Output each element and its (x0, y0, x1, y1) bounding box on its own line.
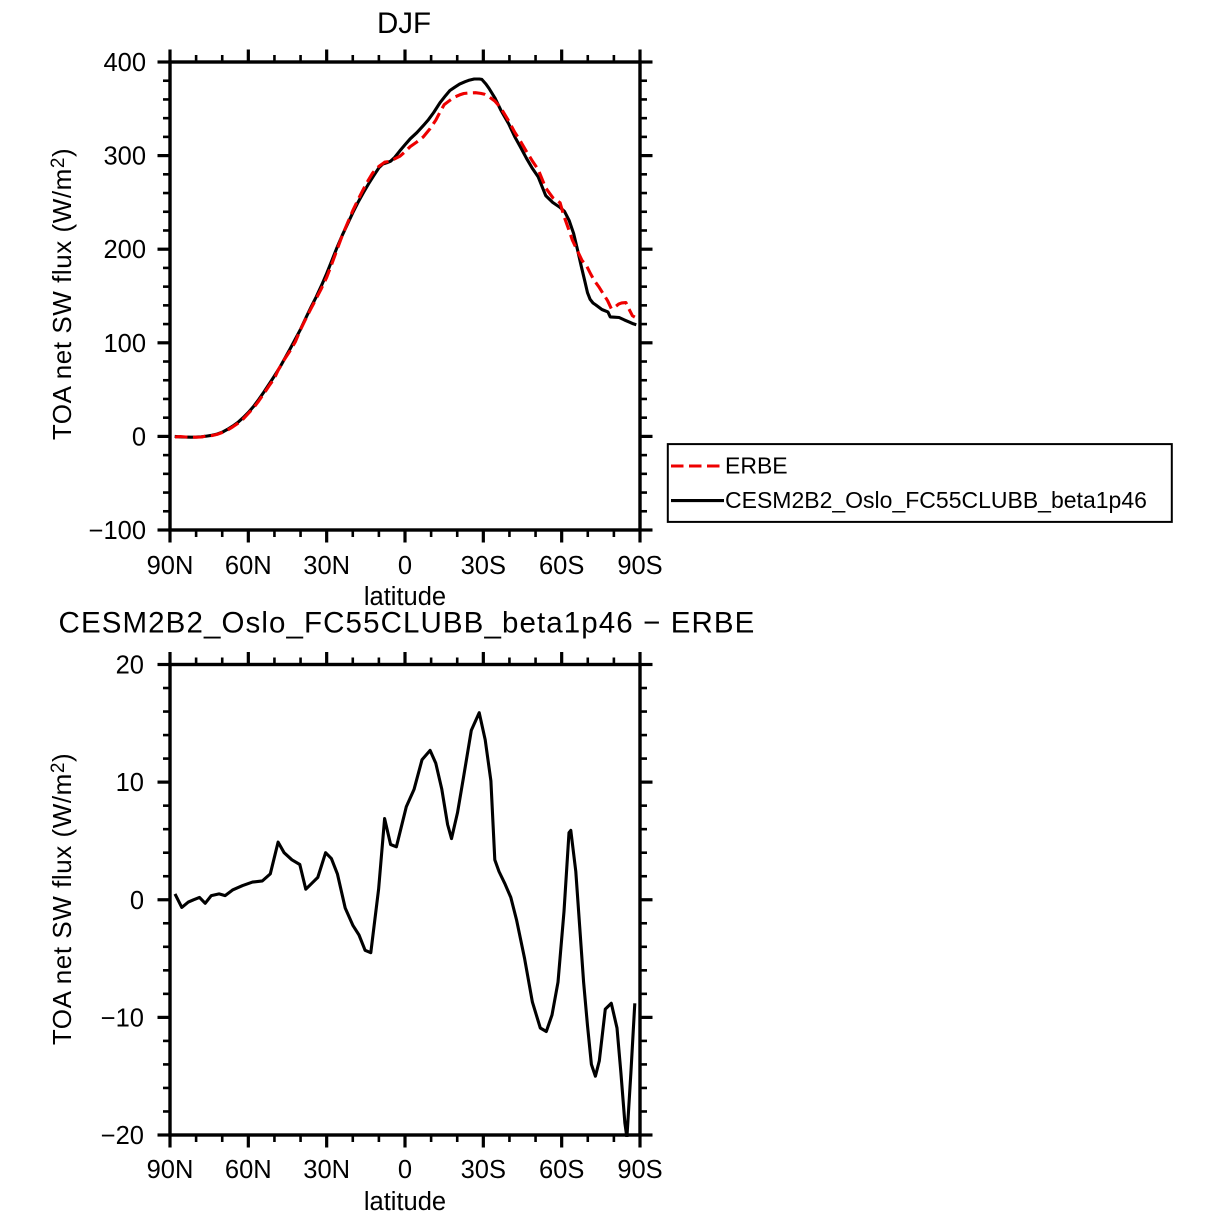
svg-text:TOA net SW flux (W/m2): TOA net SW flux (W/m2) (47, 753, 77, 1045)
svg-text:100: 100 (103, 330, 146, 358)
svg-text:30N: 30N (303, 1156, 350, 1184)
svg-text:60S: 60S (539, 1156, 584, 1184)
svg-text:400: 400 (103, 49, 146, 77)
svg-text:latitude: latitude (364, 583, 446, 611)
svg-text:90N: 90N (147, 1156, 194, 1184)
svg-text:0: 0 (398, 1156, 412, 1184)
svg-text:0: 0 (398, 552, 412, 580)
svg-text:300: 300 (103, 143, 146, 171)
svg-text:latitude: latitude (364, 1188, 446, 1216)
svg-text:−100: −100 (89, 517, 146, 545)
svg-text:30S: 30S (461, 552, 506, 580)
svg-text:30N: 30N (303, 552, 350, 580)
svg-text:0: 0 (130, 887, 144, 915)
svg-text:CESM2B2_Oslo_FC55CLUBB_beta1p4: CESM2B2_Oslo_FC55CLUBB_beta1p46 − ERBE (59, 607, 756, 640)
svg-text:60N: 60N (225, 552, 272, 580)
svg-text:0: 0 (132, 423, 146, 451)
svg-text:20: 20 (116, 652, 144, 680)
svg-text:90S: 90S (617, 552, 662, 580)
svg-text:TOA net SW flux (W/m2): TOA net SW flux (W/m2) (47, 148, 77, 440)
svg-text:200: 200 (103, 236, 146, 264)
svg-text:−10: −10 (101, 1004, 144, 1032)
svg-text:30S: 30S (461, 1156, 506, 1184)
svg-text:−20: −20 (101, 1122, 144, 1150)
svg-text:90N: 90N (147, 552, 194, 580)
svg-text:CESM2B2_Oslo_FC55CLUBB_beta1p4: CESM2B2_Oslo_FC55CLUBB_beta1p46 (725, 487, 1147, 513)
svg-text:60S: 60S (539, 552, 584, 580)
svg-text:10: 10 (116, 769, 144, 797)
svg-text:90S: 90S (617, 1156, 662, 1184)
svg-text:60N: 60N (225, 1156, 272, 1184)
svg-text:DJF: DJF (377, 7, 431, 40)
svg-text:ERBE: ERBE (725, 453, 788, 479)
